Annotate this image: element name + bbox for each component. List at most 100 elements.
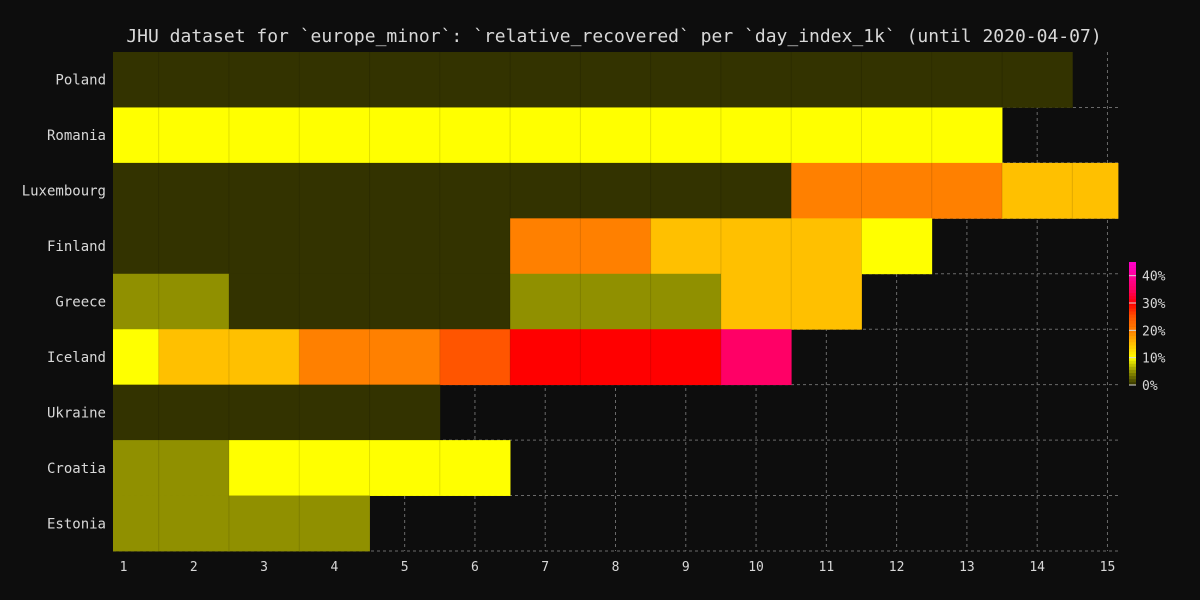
row-label-romania: Romania <box>47 128 106 144</box>
x-tick-label-9: 9 <box>682 560 690 575</box>
row-label-poland: Poland <box>55 73 106 89</box>
cell-croatia-day-6 <box>439 440 511 496</box>
cell-poland-day-11 <box>791 52 862 108</box>
colorbar-segment <box>1129 280 1136 284</box>
cell-estonia-day-4 <box>299 495 370 552</box>
colorbar-segment <box>1129 366 1136 370</box>
x-tick-label-2: 2 <box>190 560 198 575</box>
colorbar-segment <box>1129 345 1136 349</box>
colorbar-segment <box>1129 341 1136 346</box>
colorbar-segment <box>1129 335 1136 340</box>
colorbar-segment <box>1129 332 1136 337</box>
colorbar-label-40: 40% <box>1142 270 1166 285</box>
colorbar-segment <box>1129 357 1136 361</box>
colorbar-segment <box>1129 338 1136 343</box>
cell-greece-day-8 <box>580 273 652 330</box>
colorbar-segment <box>1129 301 1136 306</box>
cell-finland-day-7 <box>510 218 581 275</box>
colorbar-segment <box>1129 265 1136 269</box>
cell-poland-day-12 <box>861 52 933 108</box>
colorbar-segment <box>1129 295 1136 300</box>
cell-poland-day-7 <box>510 52 581 108</box>
colorbar-segment <box>1129 360 1136 364</box>
cell-romania-day-9 <box>650 107 722 164</box>
cell-romania-day-5 <box>369 107 441 164</box>
cell-luxembourg-day-4 <box>299 162 370 219</box>
row-label-finland: Finland <box>47 239 106 255</box>
cell-romania-day-6 <box>439 107 511 164</box>
cell-estonia-day-2 <box>158 495 230 552</box>
x-tick-label-14: 14 <box>1029 560 1045 575</box>
x-tick-label-12: 12 <box>889 560 905 575</box>
cell-iceland-day-3 <box>228 329 300 386</box>
cell-estonia-day-1 <box>113 495 160 552</box>
cell-romania-day-2 <box>158 107 230 164</box>
colorbar-segment <box>1129 314 1136 318</box>
colorbar-label-10: 10% <box>1142 352 1166 367</box>
cell-finland-day-1 <box>113 218 160 275</box>
colorbar-segment <box>1129 277 1136 281</box>
cell-poland-day-2 <box>158 52 230 108</box>
colorbar-segment <box>1129 271 1136 275</box>
cell-iceland-day-2 <box>158 329 230 386</box>
x-tick-label-4: 4 <box>330 560 338 575</box>
cell-greece-day-9 <box>650 273 722 330</box>
row-label-ukraine: Ukraine <box>47 405 106 421</box>
cell-poland-day-6 <box>439 52 511 108</box>
row-label-croatia: Croatia <box>47 461 106 477</box>
cell-croatia-day-2 <box>158 440 230 496</box>
x-tick-label-7: 7 <box>541 560 549 575</box>
cell-finland-day-2 <box>158 218 230 275</box>
colorbar-segment <box>1129 305 1136 309</box>
colorbar: 0% 10% 20% 30% 40% <box>1129 262 1166 394</box>
colorbar-segment <box>1129 262 1136 266</box>
cell-ukraine-day-5 <box>369 384 441 441</box>
cell-ukraine-day-3 <box>228 384 300 441</box>
cell-greece-day-6 <box>439 273 511 330</box>
x-tick-label-3: 3 <box>260 560 268 575</box>
cell-luxembourg-day-8 <box>580 162 652 219</box>
cell-poland-day-4 <box>299 52 370 108</box>
cell-luxembourg-day-3 <box>228 162 300 219</box>
cell-poland-day-10 <box>720 52 792 108</box>
cell-luxembourg-day-5 <box>369 162 441 219</box>
cell-luxembourg-day-13 <box>931 162 1003 219</box>
cell-luxembourg-day-11 <box>791 162 862 219</box>
cell-romania-day-10 <box>720 107 792 164</box>
x-tick-label-6: 6 <box>471 560 479 575</box>
cell-iceland-day-1 <box>113 329 160 386</box>
cell-romania-day-11 <box>791 107 862 164</box>
colorbar-segment <box>1129 372 1136 377</box>
colorbar-segment <box>1129 378 1136 383</box>
cell-iceland-day-7 <box>510 329 581 386</box>
cell-iceland-day-8 <box>580 329 652 386</box>
cell-iceland-day-6 <box>439 329 511 386</box>
cell-iceland-day-10 <box>720 329 792 386</box>
colorbar-label-20: 20% <box>1142 324 1166 339</box>
colorbar-segment <box>1129 298 1136 303</box>
x-tick-label-10: 10 <box>748 560 764 575</box>
x-tick-label-5: 5 <box>401 560 409 575</box>
cell-croatia-day-4 <box>299 440 370 496</box>
cell-poland-day-13 <box>931 52 1003 108</box>
row-label-luxembourg: Luxembourg <box>22 184 106 200</box>
x-tick-labels: 1 2 3 4 5 6 7 8 9 10 11 12 13 14 15 <box>120 560 1116 575</box>
colorbar-segment <box>1129 320 1136 324</box>
colorbar-segment <box>1129 308 1136 312</box>
cell-luxembourg-day-6 <box>439 162 511 219</box>
cell-iceland-day-5 <box>369 329 441 386</box>
cell-finland-day-4 <box>299 218 370 275</box>
cell-poland-day-1 <box>113 52 160 108</box>
x-tick-label-15: 15 <box>1100 560 1116 575</box>
colorbar-segment <box>1129 375 1136 380</box>
cell-greece-day-4 <box>299 273 370 330</box>
colorbar-label-0: 0% <box>1142 379 1158 394</box>
cell-poland-day-14 <box>1002 52 1073 108</box>
colorbar-segment <box>1129 354 1136 358</box>
cell-greece-day-10 <box>720 273 792 330</box>
colorbar-segment <box>1129 381 1136 386</box>
cell-poland-day-9 <box>650 52 722 108</box>
cell-ukraine-day-4 <box>299 384 370 441</box>
colorbar-segment <box>1129 369 1136 373</box>
